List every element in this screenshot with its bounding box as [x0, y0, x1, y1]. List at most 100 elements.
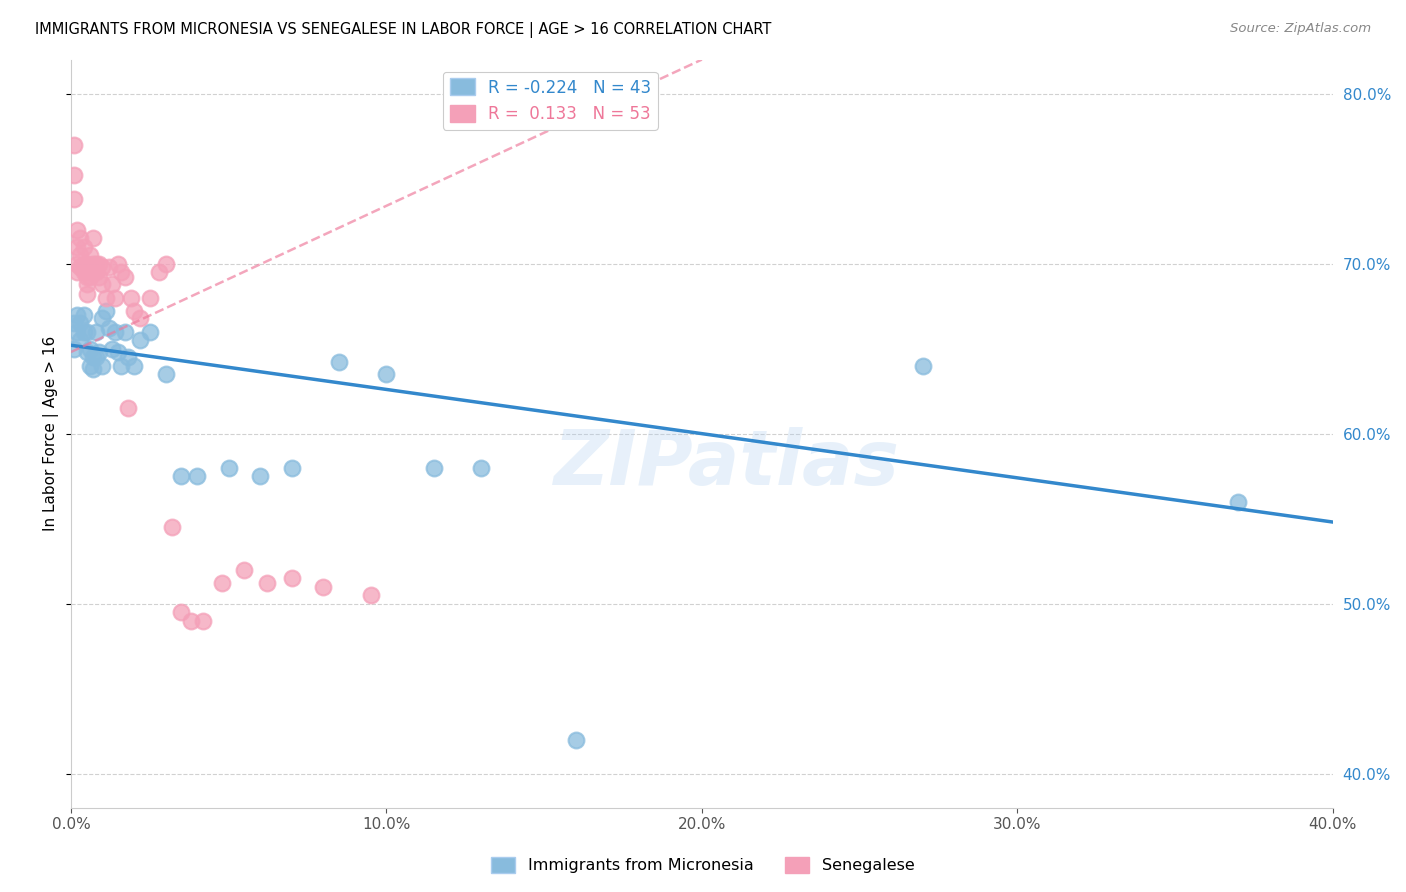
Point	[911, 359, 934, 373]
Point	[97, 260, 120, 274]
Point	[91, 260, 114, 274]
Point	[76, 287, 98, 301]
Point	[94, 304, 117, 318]
Point	[66, 308, 89, 322]
Point	[148, 265, 170, 279]
Point	[129, 333, 152, 347]
Point	[312, 580, 335, 594]
Point	[120, 291, 142, 305]
Point	[69, 231, 91, 245]
Point	[76, 345, 98, 359]
Point	[186, 469, 208, 483]
Point	[66, 325, 89, 339]
Point	[66, 222, 89, 236]
Point	[360, 588, 382, 602]
Point	[82, 231, 104, 245]
Point	[170, 605, 193, 619]
Point	[233, 563, 256, 577]
Point	[114, 325, 136, 339]
Point	[107, 345, 129, 359]
Point	[91, 359, 114, 373]
Point	[84, 350, 107, 364]
Point	[1227, 494, 1250, 508]
Point	[122, 304, 145, 318]
Point	[72, 325, 94, 339]
Point	[470, 460, 492, 475]
Point	[72, 265, 94, 279]
Point	[82, 350, 104, 364]
Y-axis label: In Labor Force | Age > 16: In Labor Force | Age > 16	[44, 336, 59, 532]
Point	[180, 614, 202, 628]
Point	[84, 265, 107, 279]
Point	[76, 257, 98, 271]
Point	[76, 270, 98, 285]
Point	[79, 342, 101, 356]
Point	[63, 342, 86, 356]
Point	[63, 137, 86, 152]
Point	[72, 239, 94, 253]
Point	[82, 257, 104, 271]
Point	[69, 316, 91, 330]
Point	[66, 257, 89, 271]
Point	[170, 469, 193, 483]
Point	[256, 576, 278, 591]
Point	[101, 277, 124, 291]
Point	[63, 168, 86, 182]
Point	[122, 359, 145, 373]
Point	[79, 359, 101, 373]
Point	[84, 257, 107, 271]
Point	[72, 308, 94, 322]
Point	[79, 260, 101, 274]
Point	[69, 260, 91, 274]
Point	[104, 325, 127, 339]
Point	[89, 270, 111, 285]
Point	[155, 367, 177, 381]
Text: IMMIGRANTS FROM MICRONESIA VS SENEGALESE IN LABOR FORCE | AGE > 16 CORRELATION C: IMMIGRANTS FROM MICRONESIA VS SENEGALESE…	[35, 22, 772, 38]
Legend: Immigrants from Micronesia, Senegalese: Immigrants from Micronesia, Senegalese	[485, 850, 921, 880]
Point	[211, 576, 233, 591]
Point	[328, 355, 350, 369]
Point	[160, 520, 183, 534]
Point	[84, 325, 107, 339]
Point	[114, 270, 136, 285]
Text: ZIPatlas: ZIPatlas	[554, 426, 900, 500]
Point	[110, 265, 132, 279]
Point	[193, 614, 215, 628]
Point	[72, 257, 94, 271]
Point	[89, 345, 111, 359]
Point	[281, 571, 304, 585]
Point	[89, 257, 111, 271]
Point	[422, 460, 444, 475]
Point	[82, 265, 104, 279]
Point	[564, 732, 586, 747]
Point	[218, 460, 240, 475]
Point	[281, 460, 304, 475]
Point	[76, 277, 98, 291]
Point	[69, 333, 91, 347]
Point	[66, 239, 89, 253]
Point	[97, 321, 120, 335]
Point	[79, 248, 101, 262]
Point	[249, 469, 271, 483]
Point	[129, 311, 152, 326]
Point	[76, 325, 98, 339]
Point	[139, 325, 162, 339]
Point	[155, 257, 177, 271]
Point	[375, 367, 398, 381]
Point	[63, 316, 86, 330]
Point	[69, 248, 91, 262]
Point	[91, 277, 114, 291]
Point	[91, 311, 114, 326]
Point	[94, 291, 117, 305]
Point	[63, 192, 86, 206]
Point	[66, 265, 89, 279]
Point	[79, 270, 101, 285]
Point	[101, 342, 124, 356]
Point	[82, 362, 104, 376]
Point	[107, 257, 129, 271]
Point	[110, 359, 132, 373]
Point	[104, 291, 127, 305]
Text: Source: ZipAtlas.com: Source: ZipAtlas.com	[1230, 22, 1371, 36]
Point	[139, 291, 162, 305]
Point	[117, 401, 139, 416]
